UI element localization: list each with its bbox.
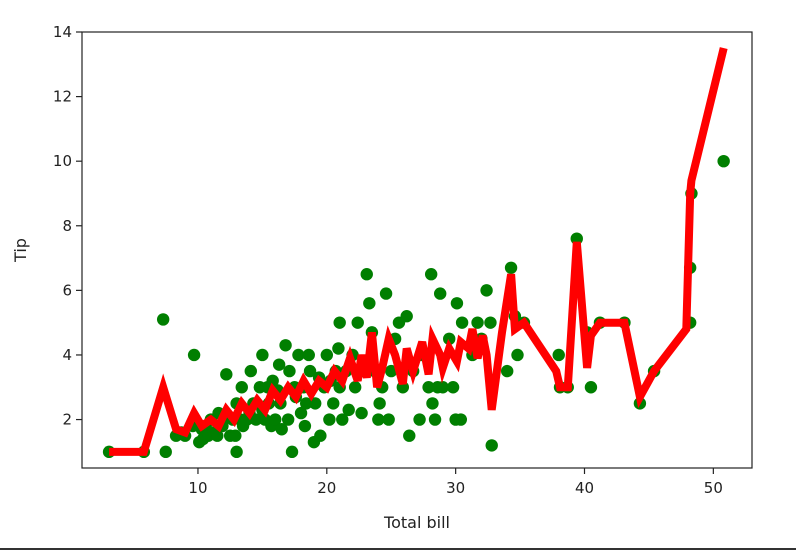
data-point-61 — [309, 397, 322, 410]
trend-line-layer — [109, 47, 728, 456]
x-tick-label-50: 50 — [704, 479, 723, 497]
data-point-3 — [159, 445, 172, 459]
data-point-57 — [299, 397, 313, 410]
data-point-63 — [314, 429, 327, 442]
data-point-23 — [229, 429, 242, 442]
data-point-88 — [379, 287, 393, 300]
data-point-66 — [323, 413, 336, 426]
data-point-50 — [285, 445, 299, 459]
data-point-77 — [348, 381, 362, 394]
data-point-20 — [220, 368, 233, 381]
data-point-85 — [372, 413, 385, 426]
y-tick-label-8: 8 — [62, 217, 72, 235]
data-point-42 — [269, 413, 282, 426]
data-point-102 — [428, 413, 442, 426]
data-point-56 — [298, 419, 312, 433]
data-point-101 — [426, 397, 439, 410]
data-point-82 — [363, 297, 376, 310]
data-point-2 — [156, 313, 170, 326]
data-point-128 — [584, 381, 598, 394]
y-tick-label-14: 14 — [53, 23, 72, 41]
data-point-47 — [279, 339, 292, 352]
data-point-71 — [333, 316, 346, 329]
data-point-49 — [283, 364, 296, 378]
x-tick-label-10: 10 — [188, 479, 207, 497]
data-point-78 — [351, 316, 364, 329]
y-tick-label-2: 2 — [62, 411, 72, 429]
data-point-41 — [266, 374, 279, 387]
data-point-118 — [500, 364, 514, 378]
window-bottom-edge — [0, 548, 796, 550]
data-point-59 — [303, 364, 317, 378]
y-axis-ticks: 2 4 6 8 10 12 14 — [53, 23, 82, 429]
y-tick-label-12: 12 — [53, 88, 72, 106]
trend-line — [109, 47, 728, 456]
data-point-48 — [281, 413, 295, 426]
data-point-107 — [446, 381, 460, 394]
data-point-113 — [471, 316, 484, 329]
data-point-68 — [327, 397, 340, 410]
data-point-123 — [552, 348, 565, 362]
plot-frame — [81, 31, 753, 469]
data-point-86 — [373, 397, 386, 410]
data-point-16 — [211, 429, 224, 442]
data-point-31 — [244, 364, 257, 378]
y-tick-label-4: 4 — [62, 346, 72, 364]
data-point-99 — [422, 381, 435, 394]
data-point-44 — [272, 358, 286, 371]
x-tick-label-40: 40 — [575, 479, 594, 497]
data-point-53 — [292, 348, 305, 362]
data-point-36 — [256, 348, 269, 362]
data-point-81 — [360, 268, 373, 281]
data-point-79 — [355, 406, 368, 420]
data-point-54 — [294, 406, 308, 420]
data-point-121 — [511, 348, 524, 362]
data-point-90 — [385, 364, 398, 378]
data-point-116 — [484, 316, 497, 329]
data-point-136 — [717, 154, 730, 168]
data-point-110 — [454, 413, 468, 426]
data-point-46 — [275, 423, 288, 436]
data-point-109 — [450, 297, 464, 310]
data-point-95 — [403, 429, 416, 442]
data-point-58 — [302, 348, 315, 362]
data-point-100 — [424, 268, 438, 281]
data-point-111 — [455, 316, 469, 329]
data-point-97 — [413, 413, 426, 426]
y-axis-label: Tip — [11, 238, 30, 263]
data-point-65 — [320, 348, 334, 362]
x-axis-label: Total bill — [383, 513, 450, 532]
data-point-24 — [230, 445, 243, 459]
data-point-89 — [382, 413, 395, 426]
data-point-119 — [504, 261, 518, 274]
x-axis-ticks: 10 20 30 40 50 — [188, 468, 723, 497]
data-point-105 — [436, 381, 449, 394]
data-point-117 — [485, 439, 498, 452]
data-point-94 — [400, 310, 413, 323]
data-point-115 — [480, 284, 493, 297]
data-point-33 — [249, 413, 263, 426]
data-point-8 — [187, 348, 201, 362]
data-point-70 — [332, 342, 345, 355]
data-point-75 — [342, 403, 355, 417]
data-point-27 — [235, 381, 248, 394]
y-tick-label-6: 6 — [62, 281, 72, 299]
data-point-104 — [433, 287, 447, 300]
x-tick-label-20: 20 — [317, 479, 336, 497]
x-tick-label-30: 30 — [446, 479, 465, 497]
y-tick-label-10: 10 — [53, 152, 72, 170]
data-point-73 — [336, 413, 349, 426]
data-point-106 — [443, 332, 456, 346]
